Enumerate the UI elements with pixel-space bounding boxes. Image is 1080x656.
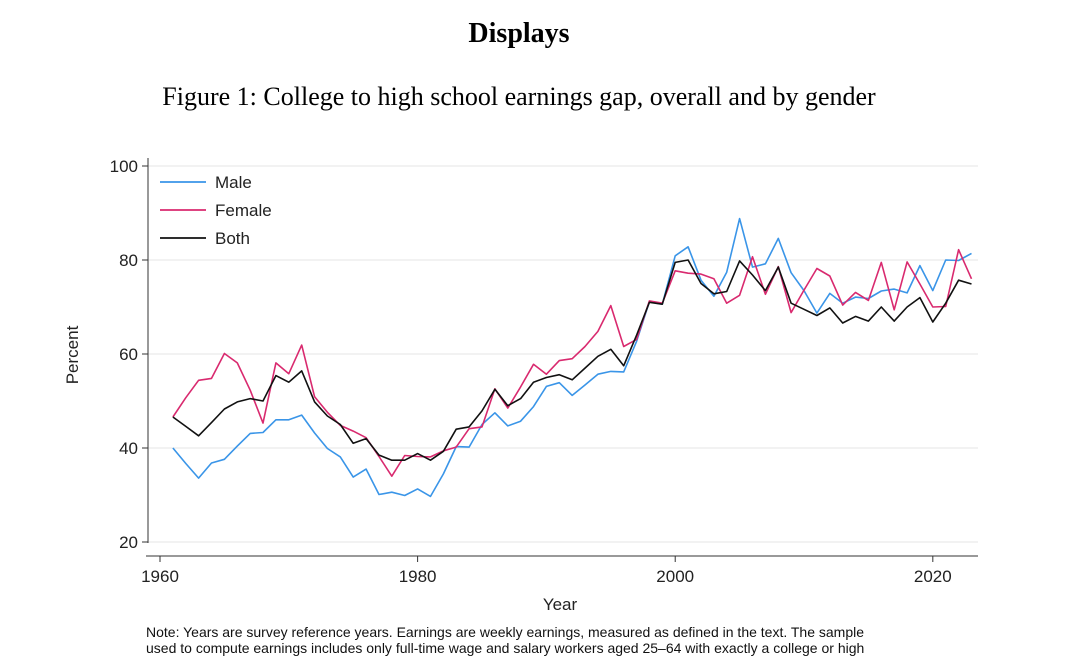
legend-label-male: Male: [215, 173, 252, 192]
figure-caption: Figure 1: College to high school earning…: [162, 82, 876, 111]
x-axis-label: Year: [543, 595, 578, 614]
note-line: used to compute earnings includes only f…: [146, 640, 865, 656]
legend: Male Female Both: [160, 173, 272, 248]
y-axis-label: Percent: [63, 325, 82, 384]
gridlines: [148, 165, 978, 543]
section-heading: Displays: [468, 18, 570, 49]
axes: 20 40 60 80 100 1960 1980 2000 2020: [110, 157, 978, 586]
y-tick-label: 60: [119, 345, 138, 364]
y-tick-label: 100: [110, 157, 138, 176]
legend-label-both: Both: [215, 229, 250, 248]
legend-label-female: Female: [215, 201, 272, 220]
series-line-both: [172, 259, 972, 462]
x-tick-label: 2020: [914, 567, 952, 586]
y-tick-label: 20: [119, 533, 138, 552]
figure-note: Note: Years are survey reference years. …: [146, 624, 1046, 656]
line-chart: 20 40 60 80 100 1960 1980 2000 2020 Male Female Bo…: [63, 157, 978, 614]
series-line-male: [172, 217, 972, 498]
note-line: Note: Years are survey reference years. …: [146, 624, 865, 640]
y-tick-label: 40: [119, 439, 138, 458]
x-tick-label: 2000: [656, 567, 694, 586]
x-tick-label: 1980: [399, 567, 437, 586]
y-tick-label: 80: [119, 251, 138, 270]
x-tick-label: 1960: [141, 567, 179, 586]
series-lines: [172, 217, 973, 498]
series-line-female: [172, 248, 973, 478]
